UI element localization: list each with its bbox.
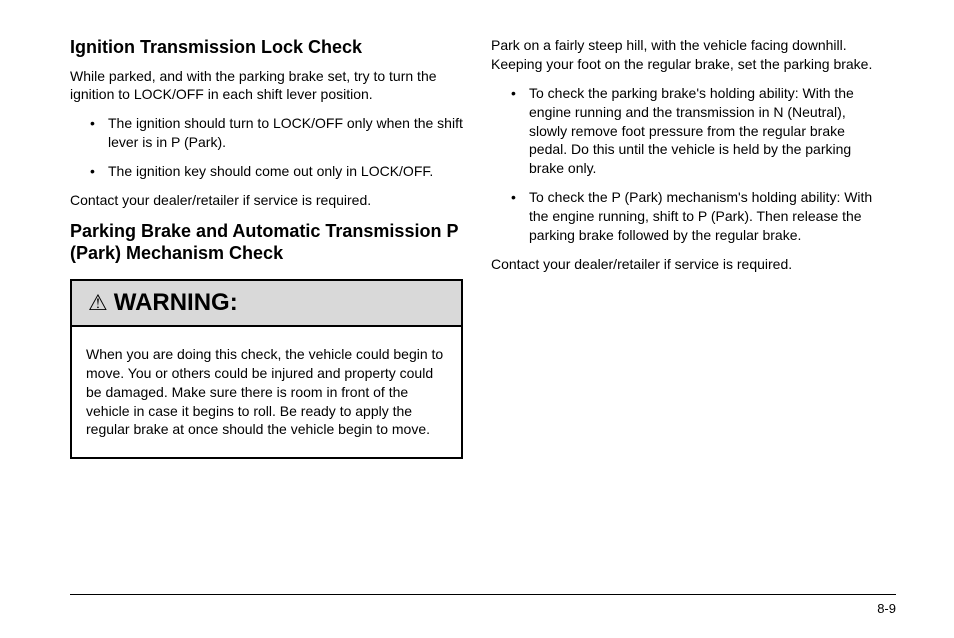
list-item: To check the P (Park) mechanism's holdin… <box>491 188 884 245</box>
list-item: The ignition key should come out only in… <box>70 162 463 181</box>
ignition-bullets: The ignition should turn to LOCK/OFF onl… <box>70 114 463 181</box>
warning-title: WARNING: <box>114 289 238 317</box>
para-contact-dealer-2: Contact your dealer/retailer if service … <box>491 255 884 274</box>
para-contact-dealer: Contact your dealer/retailer if service … <box>70 191 463 210</box>
warning-icon: ⚠ <box>88 292 108 314</box>
page-content: Ignition Transmission Lock Check While p… <box>0 0 954 558</box>
list-item: The ignition should turn to LOCK/OFF onl… <box>70 114 463 152</box>
page-footer: 8-9 <box>70 594 896 616</box>
list-item: To check the parking brake's holding abi… <box>491 84 884 178</box>
heading-parking-brake: Parking Brake and Automatic Transmission… <box>70 220 463 265</box>
left-column: Ignition Transmission Lock Check While p… <box>70 36 463 528</box>
para-park-hill: Park on a fairly steep hill, with the ve… <box>491 36 884 74</box>
right-column: Park on a fairly steep hill, with the ve… <box>491 36 884 528</box>
para-ignition-intro: While parked, and with the parking brake… <box>70 67 463 105</box>
warning-box: ⚠ WARNING: When you are doing this check… <box>70 279 463 459</box>
footer-rule <box>70 594 896 595</box>
parking-bullets: To check the parking brake's holding abi… <box>491 84 884 245</box>
heading-ignition-lock: Ignition Transmission Lock Check <box>70 36 463 59</box>
warning-body: When you are doing this check, the vehic… <box>72 327 461 457</box>
page-number: 8-9 <box>70 601 896 616</box>
warning-header: ⚠ WARNING: <box>72 281 461 327</box>
